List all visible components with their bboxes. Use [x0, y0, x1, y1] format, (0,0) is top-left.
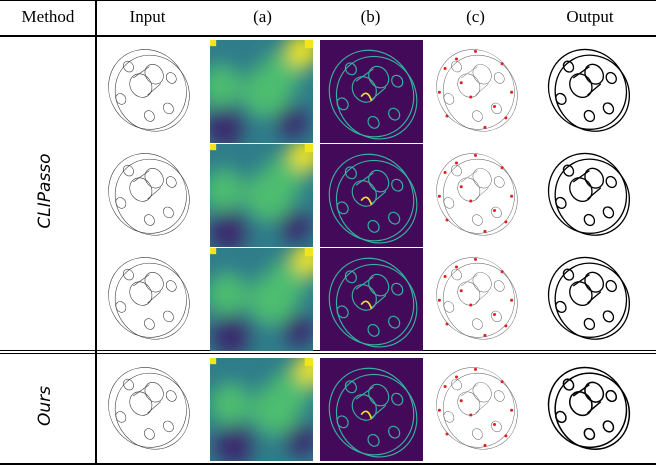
row-label-clipasso: CLIPasso — [35, 153, 55, 229]
attention-map-b-1 — [320, 40, 423, 143]
header-a: (a) — [253, 7, 272, 26]
sampled-points-c-3 — [428, 248, 523, 343]
method-column-rule — [95, 0, 97, 465]
output-sketch-4 — [540, 358, 635, 453]
row-label-ours: Ours — [35, 386, 55, 427]
output-sketch-2 — [540, 144, 635, 239]
output-sketch-1 — [540, 40, 635, 135]
attention-map-b-3 — [320, 248, 423, 351]
top-rule — [0, 0, 656, 1]
attention-map-b-4 — [320, 358, 423, 461]
header-method: Method — [21, 7, 75, 26]
heatmap-a-3 — [210, 248, 313, 351]
group-rule-lower — [0, 353, 656, 354]
heatmap-a-1 — [210, 40, 313, 143]
input-image-4 — [100, 358, 195, 453]
input-image-1 — [100, 40, 195, 135]
sampled-points-c-4 — [428, 358, 523, 453]
output-sketch-3 — [540, 248, 635, 343]
attention-map-b-2 — [320, 144, 423, 247]
header-rule — [0, 35, 656, 37]
header-b: (b) — [360, 7, 381, 26]
sampled-points-c-2 — [428, 144, 523, 239]
input-image-2 — [100, 144, 195, 239]
input-image-3 — [100, 248, 195, 343]
header-input: Input — [129, 7, 166, 26]
bottom-rule — [0, 463, 656, 465]
header-c: (c) — [466, 7, 485, 26]
sampled-points-c-1 — [428, 40, 523, 135]
heatmap-a-4 — [210, 358, 313, 461]
header-output: Output — [566, 7, 614, 26]
heatmap-a-2 — [210, 144, 313, 247]
